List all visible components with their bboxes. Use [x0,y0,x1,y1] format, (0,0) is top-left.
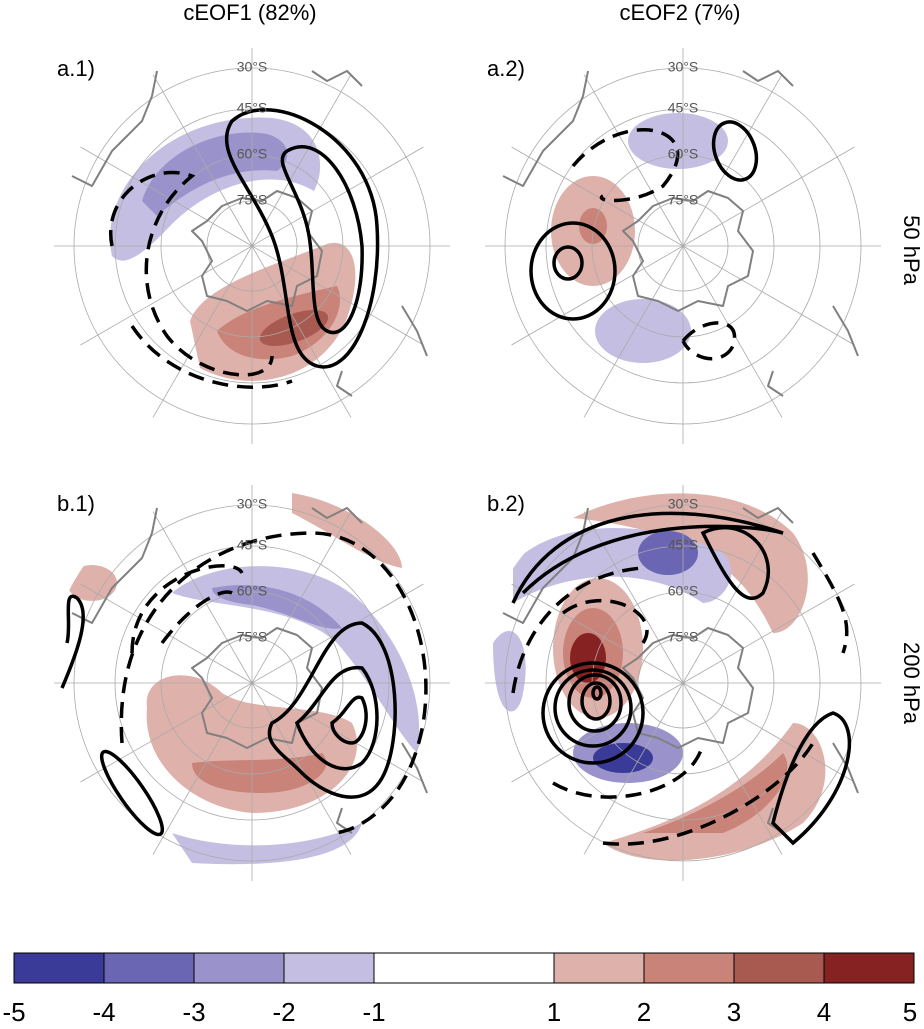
coastline [71,70,158,187]
meridian [152,245,253,418]
colorbar-tick-label: 1 [547,997,561,1027]
latitude-label: 30°S [668,496,699,512]
meridian [682,146,855,247]
colorbar-segment [733,952,825,984]
colorbar-tick-label: 4 [817,997,831,1027]
colorbar-tick-label: 2 [637,997,651,1027]
colorbar-tick-label: 5 [903,997,917,1027]
meridian [583,682,684,855]
panel-label: a.1) [57,56,95,81]
colorbar-segment [193,952,285,984]
colorbar: -5 -4 -3 -2 -1 1 2 3 4 5 [2,952,917,1027]
meridian [251,146,424,247]
colorbar-segment [283,952,375,984]
latitude-label: 30°S [237,496,268,512]
colorbar-segment [643,952,735,984]
coastline [191,627,323,749]
latitude-label: 60°S [668,583,699,599]
map-panel: 30°S 45°S 60°S 75°S [54,48,450,444]
meridian [682,682,855,783]
coastline [71,507,158,624]
meridian [682,245,855,346]
meridian [682,583,855,684]
meridian [511,146,684,247]
colorbar-segment [103,952,195,984]
latitude-label: 75°S [668,629,699,645]
coastline [622,627,754,749]
latitude-label: 45°S [668,537,699,553]
meridian [682,511,783,684]
meridian [152,682,253,855]
row-label: 200 hPa [899,642,924,725]
latitude-label: 45°S [668,100,699,116]
meridian [583,74,684,247]
graticule [485,48,881,444]
latitude-label: 60°S [668,146,699,162]
meridian [682,682,783,855]
latitude-label: 45°S [237,100,268,116]
latitude-label: 75°S [668,192,699,208]
colorbar-segment [13,952,105,984]
meridian [80,146,253,247]
latitude-label: 75°S [237,192,268,208]
latitude-label: 30°S [668,59,699,75]
meridian [80,583,253,684]
map-panel: 30°S 45°S 60°S 75°S [485,485,881,881]
latitude-label: 60°S [237,146,268,162]
latitude-label: 45°S [237,537,268,553]
latitude-label: 75°S [237,629,268,645]
shading [110,117,356,381]
coastline [622,190,754,312]
colorbar-tick-label: -3 [182,997,205,1027]
coastline [742,70,859,397]
meridian [511,245,684,346]
row-label: 50 hPa [899,215,924,285]
coastline [502,70,589,187]
colorbar-tick-label: -4 [92,997,115,1027]
colorbar-tick-label: -5 [2,997,25,1027]
meridian [80,682,253,783]
meridian [251,682,352,855]
panel-label: a.2) [487,56,525,81]
coastline [191,190,323,312]
graticule [485,485,881,881]
meridian [251,682,424,783]
meridian [80,245,253,346]
latitude-label: 30°S [237,59,268,75]
graticule [54,485,450,881]
meridian [251,511,352,684]
colorbar-segment [553,952,645,984]
meridian [511,583,684,684]
meridian [583,511,684,684]
meridian [251,74,352,247]
meridian [583,245,684,418]
meridian [682,74,783,247]
colorbar-tick-label: 3 [727,997,741,1027]
colorbar-segment [823,952,915,984]
map-panel: 30°S 45°S 60°S 75°S [54,485,450,881]
panel-label: b.2) [487,491,525,516]
map-panel: 30°S 45°S 60°S 75°S [485,48,881,444]
meridian [152,74,253,247]
colorbar-tick-label: -2 [272,997,295,1027]
meridian [251,245,352,418]
panel-label: b.1) [57,491,95,516]
meridian [152,511,253,684]
latitude-label: 60°S [237,583,268,599]
column-title: cEOF2 (7%) [619,0,740,25]
colorbar-tick-label: -1 [362,997,385,1027]
coastline [311,70,428,397]
colorbar-segment [373,952,555,984]
column-title: cEOF1 (82%) [183,0,316,25]
